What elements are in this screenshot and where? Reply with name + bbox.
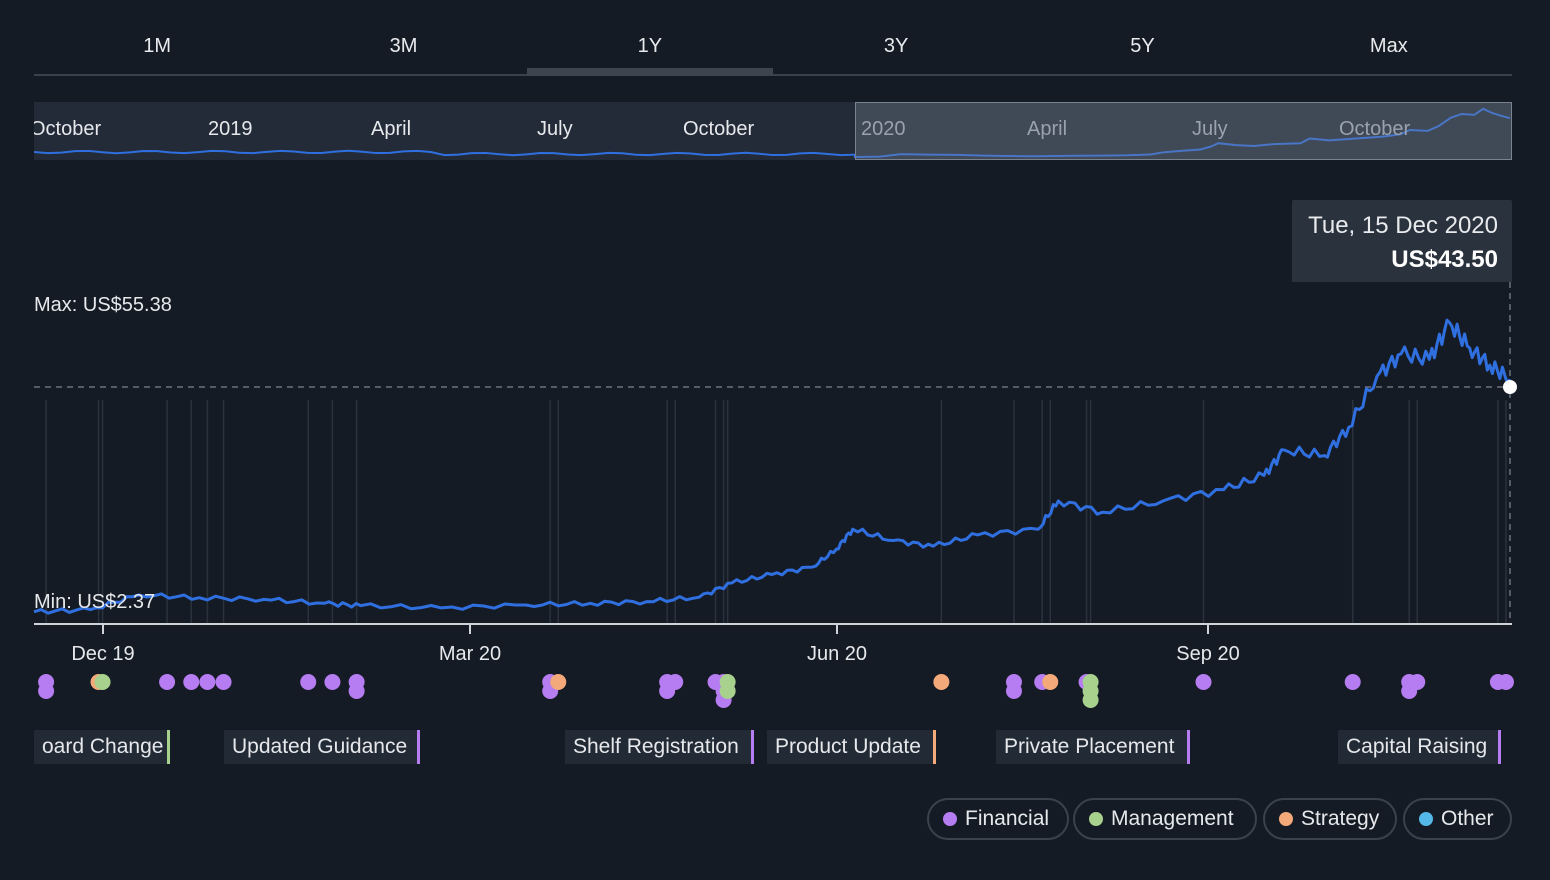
range-navigator[interactable]: October 2019 April July October 2020 April July… (34, 102, 1512, 160)
price-tooltip: Tue, 15 Dec 2020 US$43.50 (1292, 200, 1512, 282)
x-tick-label: Jun 20 (806, 643, 868, 665)
legend-management[interactable]: Management (1073, 798, 1257, 840)
tooltip-date: Tue, 15 Dec 2020 (1308, 212, 1498, 239)
tab-3y[interactable]: 3Y (883, 35, 909, 57)
tooltip-price: US$43.50 (1391, 246, 1498, 273)
min-price-label: Min: US$2.37 (34, 591, 156, 613)
navigator-label: April (371, 118, 412, 140)
tab-3m[interactable]: 3M (389, 35, 418, 57)
tab-max[interactable]: Max (1369, 35, 1408, 57)
event-label[interactable]: oard Change (34, 730, 170, 764)
event-marker-financial[interactable] (1005, 683, 1022, 699)
event-marker-management[interactable] (719, 683, 736, 699)
event-marker-financial[interactable] (1409, 674, 1426, 690)
event-marker-management[interactable] (1082, 692, 1099, 708)
event-marker-financial[interactable] (1344, 674, 1361, 690)
navigator-label: October (34, 118, 102, 140)
event-marker-financial[interactable] (183, 674, 200, 690)
tab-1m[interactable]: 1M (143, 35, 172, 57)
price-line (33, 318, 1512, 615)
legend-label: Strategy (1301, 807, 1380, 830)
event-marker-financial[interactable] (348, 683, 365, 699)
navigator-label: July (537, 118, 573, 140)
x-tick-label: Mar 20 (438, 643, 502, 665)
navigator-series (34, 107, 1511, 159)
x-tick-label: Sep 20 (1176, 643, 1240, 665)
legend-label: Other (1441, 807, 1494, 830)
navigator-label: October (683, 118, 755, 140)
legend-dot-icon (943, 812, 957, 826)
event-marker-financial[interactable] (159, 674, 176, 690)
navigator-label: 2019 (208, 118, 253, 140)
event-label[interactable]: Private Placement (996, 730, 1190, 764)
event-label[interactable]: Updated Guidance (224, 730, 420, 764)
event-label[interactable]: Product Update (767, 730, 936, 764)
navigator-label: 2020 (861, 118, 906, 140)
event-label[interactable]: Shelf Registration (565, 730, 754, 764)
legend-financial[interactable]: Financial (927, 798, 1069, 840)
max-price-label: Max: US$55.38 (34, 294, 172, 316)
event-marker-financial[interactable] (215, 674, 232, 690)
navigator-label: July (1192, 118, 1228, 140)
event-marker-financial[interactable] (300, 674, 317, 690)
event-marker-financial[interactable] (38, 683, 55, 699)
legend-dot-icon (1419, 812, 1433, 826)
navigator-label: April (1027, 118, 1068, 140)
legend-label: Management (1111, 807, 1234, 830)
range-tabs: 1M 3M 1Y 3Y 5Y Max (34, 22, 1512, 76)
event-label[interactable]: Capital Raising (1338, 730, 1501, 764)
tab-1y[interactable]: 1Y (526, 22, 774, 76)
legend-label: Financial (965, 807, 1050, 830)
current-point-marker (1503, 380, 1517, 394)
x-tick-label: Dec 19 (71, 643, 135, 665)
legend-strategy[interactable]: Strategy (1263, 798, 1397, 840)
tab-5y[interactable]: 5Y (1130, 35, 1155, 57)
event-marker-strategy[interactable] (933, 674, 950, 690)
event-marker-strategy[interactable] (1042, 674, 1059, 690)
event-marker-financial[interactable] (324, 674, 341, 690)
legend-dot-icon (1279, 812, 1293, 826)
event-marker-financial[interactable] (199, 674, 216, 690)
event-marker-strategy[interactable] (550, 674, 567, 690)
legend-other[interactable]: Other (1403, 798, 1512, 840)
event-marker-financial[interactable] (1195, 674, 1212, 690)
event-marker-management[interactable] (94, 674, 111, 690)
navigator-selection-window[interactable] (855, 102, 1512, 160)
event-marker-financial[interactable] (667, 674, 684, 690)
event-marker-financial[interactable] (1497, 674, 1514, 690)
legend-dot-icon (1089, 812, 1103, 826)
navigator-label: October (1339, 118, 1411, 140)
navigator-line (34, 107, 1511, 159)
